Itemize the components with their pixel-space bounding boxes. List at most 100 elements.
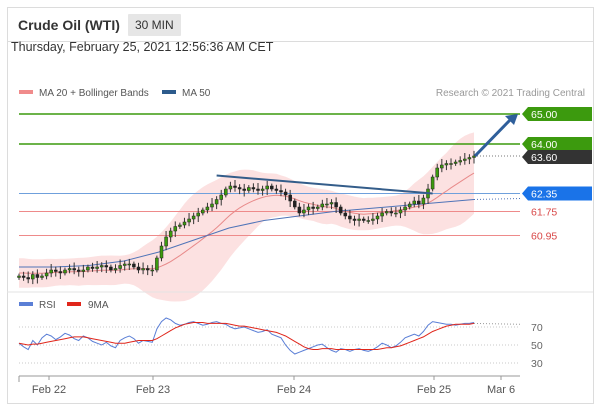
candle-body: [435, 167, 439, 178]
legend-label-9ma: 9MA: [88, 300, 109, 311]
candle-body: [237, 187, 242, 190]
candle-body: [95, 266, 99, 269]
price-tag-63.60: [522, 150, 592, 164]
x-tick-label: Feb 22: [32, 384, 66, 396]
candle-body: [430, 176, 435, 190]
candle-body: [141, 268, 145, 271]
price-tag-label-64.00: 64.00: [531, 139, 557, 151]
candle-body: [178, 224, 182, 227]
candle-body: [472, 155, 476, 158]
candle-body: [458, 160, 462, 163]
bollinger-band: [19, 132, 474, 302]
candle-body: [260, 188, 265, 191]
ma50-extension: [473, 198, 521, 200]
candle-body: [145, 268, 150, 271]
x-tick-label: Feb 24: [277, 384, 311, 396]
candle-body: [72, 268, 76, 271]
level-label-60.95: 60.95: [531, 231, 557, 243]
candle-body: [453, 161, 458, 164]
candle-body: [329, 202, 334, 205]
price-tag-label-62.35: 62.35: [531, 189, 557, 201]
candle-body: [348, 215, 352, 220]
candle-body: [67, 268, 72, 271]
candle-body: [444, 163, 449, 166]
candle-body: [352, 218, 357, 221]
candle-body: [440, 164, 444, 169]
report-datetime: Thursday, February 25, 2021 12:56:36 AM …: [11, 40, 274, 54]
attribution-text: Research © 2021 Trading Central: [436, 88, 585, 99]
candle-body: [334, 202, 338, 208]
candle-body: [113, 268, 118, 271]
candle-body: [256, 188, 260, 191]
instrument-title: Crude Oil (WTI): [15, 15, 125, 35]
x-tick-label: Feb 23: [136, 384, 170, 396]
target-arrow-head: [505, 114, 518, 125]
candle-body: [412, 200, 417, 205]
trend-line: [216, 174, 433, 195]
rsi-series-9ma: [18, 322, 475, 350]
level-label-61.75: 61.75: [531, 207, 557, 219]
candle-body: [104, 265, 109, 268]
candle-body: [99, 265, 104, 268]
candle-body: [58, 271, 63, 274]
candle-body: [293, 200, 297, 208]
target-arrow-shaft: [473, 118, 512, 158]
candle-body: [205, 206, 210, 211]
candle-body: [182, 221, 187, 226]
candle-body: [283, 191, 288, 196]
candle-body: [320, 203, 325, 208]
candle-body: [201, 209, 205, 214]
candle-body: [21, 275, 26, 278]
candle-body: [17, 275, 21, 278]
candle-body: [417, 200, 421, 205]
legend-label-rsi: RSI: [39, 300, 56, 311]
candle-body: [265, 185, 269, 190]
candle-body: [407, 203, 412, 208]
candle-body: [357, 218, 361, 221]
candle-body: [315, 206, 320, 209]
price-tag-label-63.60: 63.60: [531, 152, 557, 164]
candle-body: [270, 185, 274, 190]
candle-body: [224, 188, 228, 196]
candle-body: [343, 212, 348, 217]
candle-body: [109, 266, 113, 271]
candle-body: [467, 157, 472, 160]
candle-body: [371, 218, 375, 221]
candle-body: [251, 187, 256, 190]
candle-body: [191, 215, 196, 220]
candle-body: [210, 203, 214, 208]
legend-label-ma50: MA 50: [182, 88, 211, 99]
x-tick-label: Mar 6: [487, 384, 515, 396]
candle-body: [122, 263, 127, 266]
x-tick-label: Feb 25: [417, 384, 451, 396]
rsi-level-label-70: 70: [531, 322, 543, 334]
price-tag-65.00: [522, 107, 592, 121]
legend-swatch-ma20: [19, 90, 33, 94]
price-tag-62.35: [522, 186, 592, 201]
candle-body: [311, 206, 315, 209]
candle-body: [242, 188, 246, 191]
candle-body: [449, 163, 453, 165]
ma50-line: [19, 199, 475, 268]
candle-body: [173, 226, 178, 232]
price-tag-64.00: [522, 137, 592, 151]
candle-body: [31, 274, 35, 280]
candle-body: [54, 269, 58, 272]
candle-body: [136, 266, 141, 271]
candle-body: [76, 269, 81, 272]
candle-body: [118, 265, 122, 269]
candle-body: [187, 218, 191, 223]
candle-body: [81, 269, 86, 272]
candle-body: [168, 230, 173, 238]
timeframe-badge[interactable]: 30 MIN: [128, 14, 181, 36]
rsi-level-label-50: 50: [531, 340, 543, 352]
candle-body: [155, 257, 159, 271]
candle-body: [150, 269, 155, 272]
candle-body: [389, 211, 394, 214]
rsi-series-rsi: [18, 317, 475, 355]
candle-body: [288, 194, 292, 202]
legend-swatch-rsi: [19, 302, 33, 306]
candle-body: [403, 206, 407, 211]
candle-body: [463, 158, 467, 161]
